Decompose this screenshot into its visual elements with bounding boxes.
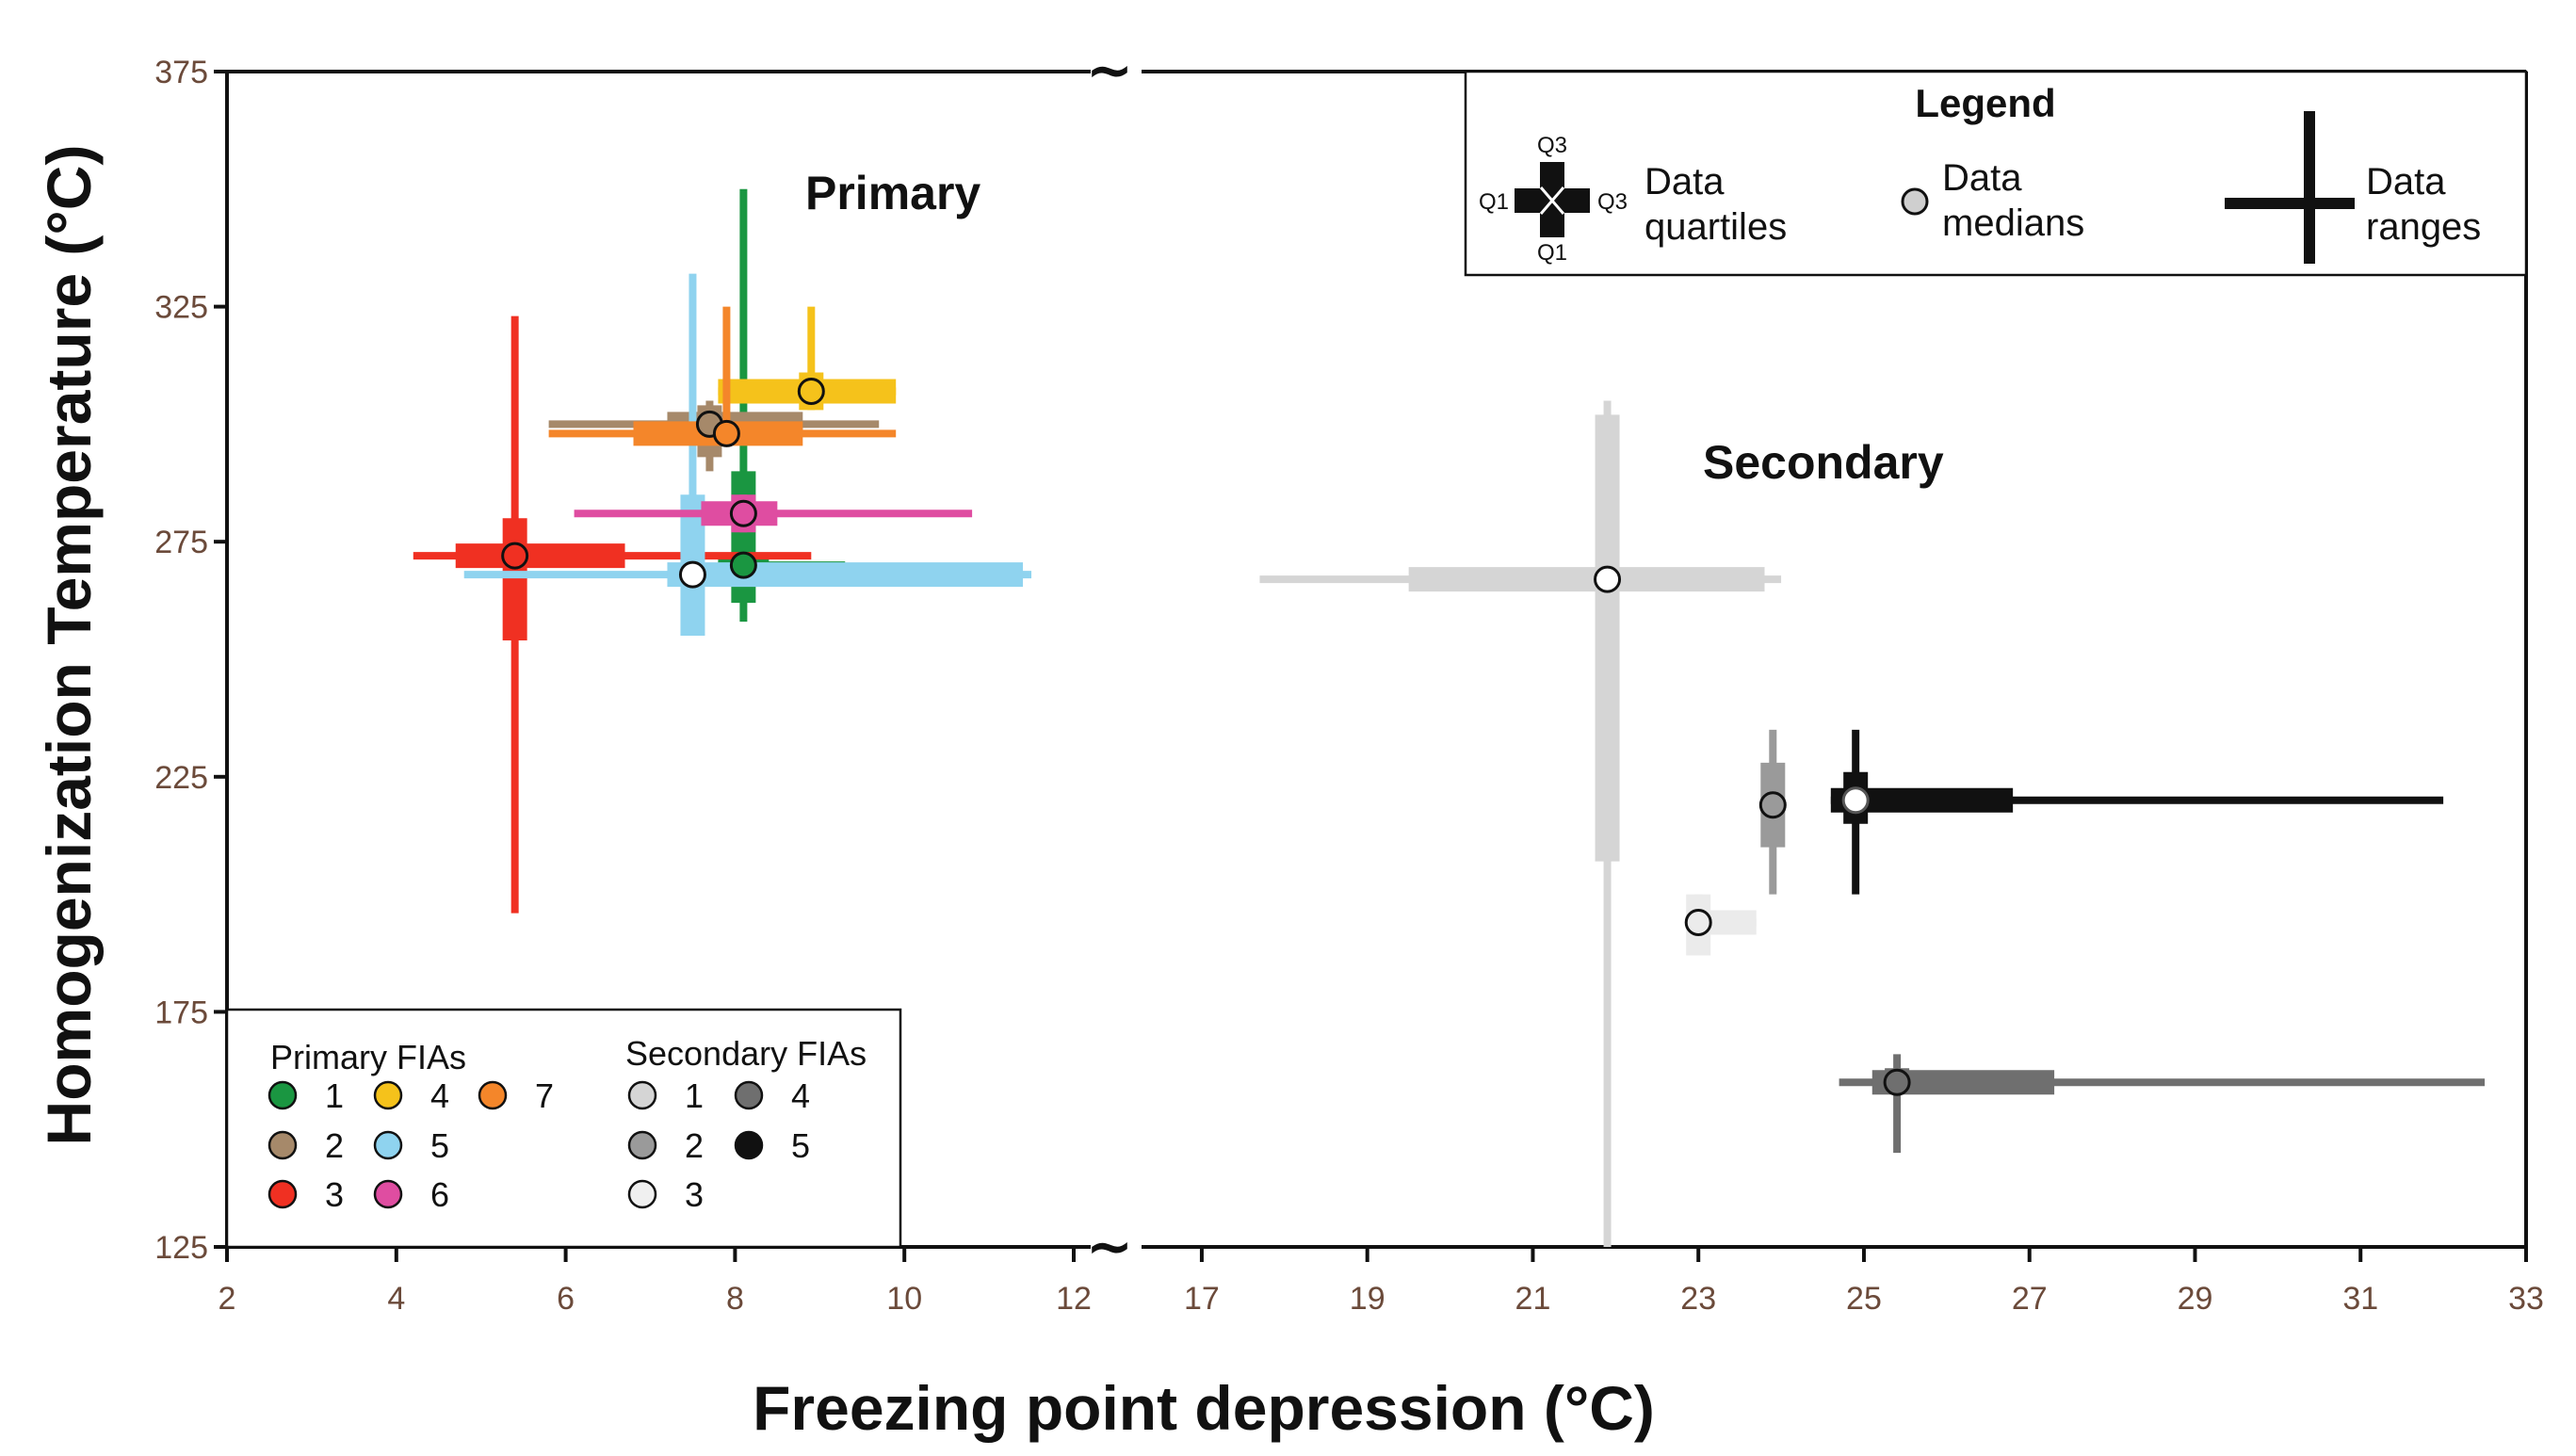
- main-legend: Legend Q3 Q1 Q3 Q1 Data quartiles Data m…: [1466, 72, 2526, 275]
- axis-break-bottom: ~: [1086, 1214, 1133, 1280]
- primary-fia-5-swatch: [375, 1132, 401, 1158]
- secondary-fia-2-label: 2: [685, 1126, 704, 1165]
- primary-fia-1-median: [731, 553, 755, 577]
- chart: 125175225275325375 2 4 6 8 10 12 17 19 21 23 25 27 2…: [0, 0, 2576, 1456]
- y-axis-title: Homogenization Temperature (°C): [34, 145, 104, 1146]
- x-tick-label: 12: [1056, 1281, 1092, 1317]
- primary-label: Primary: [805, 167, 980, 219]
- secondary-fia-4-label: 4: [791, 1076, 810, 1115]
- secondary-fia-5-label: 5: [791, 1126, 810, 1165]
- legend-quartiles-line1: Data: [1644, 161, 1725, 202]
- y-tick-label: 125: [154, 1230, 208, 1266]
- x-tick-label: 19: [1350, 1281, 1385, 1317]
- legend-title: Legend: [1915, 81, 2055, 125]
- y-tick-label: 325: [154, 290, 208, 326]
- y-tick-label: 275: [154, 525, 208, 560]
- primary-fia-4-swatch: [375, 1082, 401, 1108]
- quartile-label-bottom: Q1: [1537, 240, 1567, 266]
- secondary-fia-5: [1831, 730, 2443, 895]
- quartile-label-right: Q3: [1597, 189, 1628, 215]
- x-tick-label: 33: [2508, 1281, 2544, 1317]
- legend-medians-line2: medians: [1942, 202, 2084, 244]
- primary-fia-6-median: [731, 501, 755, 526]
- x-tick-label: 17: [1184, 1281, 1220, 1317]
- quartile-label-top: Q3: [1537, 133, 1567, 158]
- primary-fia-3-label: 3: [325, 1175, 344, 1214]
- fia-legend: Primary FIAs Secondary FIAs 1 4 7 2 5 3 6 1 4 2 5 3: [227, 1010, 900, 1247]
- x-tick-label: 27: [2012, 1281, 2048, 1317]
- x-tick-label: 25: [1846, 1281, 1882, 1317]
- primary-fia-7-swatch: [479, 1082, 506, 1108]
- primary-fia-2-swatch: [269, 1132, 296, 1158]
- primary-fia-3-swatch: [269, 1181, 296, 1207]
- x-tick-label: 2: [219, 1281, 236, 1317]
- legend-ranges-line1: Data: [2366, 161, 2446, 202]
- y-tick-label: 175: [154, 995, 208, 1030]
- x-axis-title: Freezing point depression (°C): [753, 1373, 1655, 1443]
- primary-fia-3: [413, 316, 812, 914]
- x-tick-label: 21: [1515, 1281, 1551, 1317]
- secondary-fia-3-median: [1686, 911, 1710, 935]
- primary-fia-1-swatch: [269, 1082, 296, 1108]
- primary-fia-5-label: 5: [430, 1126, 449, 1165]
- legend-quartiles-line2: quartiles: [1644, 206, 1787, 248]
- primary-fia-1-label: 1: [325, 1076, 344, 1115]
- primary-fia-3-median: [503, 543, 527, 568]
- secondary-fia-title: Secondary FIAs: [625, 1034, 867, 1073]
- secondary-fia-2-swatch: [629, 1132, 656, 1158]
- x-tick-label: 6: [557, 1281, 575, 1317]
- secondary-fia-1-label: 1: [685, 1076, 704, 1115]
- primary-fia-title: Primary FIAs: [270, 1038, 466, 1076]
- legend-ranges-line2: ranges: [2366, 206, 2481, 248]
- legend-medians-line1: Data: [1942, 157, 2022, 199]
- secondary-fia-4: [1839, 1054, 2485, 1153]
- x-axis-ticks: 2 4 6 8 10 12 17 19 21 23 25 27 29 31 33: [219, 1247, 2544, 1317]
- primary-fia-4-label: 4: [430, 1076, 449, 1115]
- y-axis-ticks: 125 175 225 275 325 375: [154, 55, 227, 1266]
- secondary-fia-1: [1259, 400, 1781, 1247]
- primary-fia-7-median: [714, 421, 738, 445]
- primary-fia-2-label: 2: [325, 1126, 344, 1165]
- primary-fia-4-median: [799, 379, 823, 403]
- secondary-fia-1-median: [1596, 567, 1620, 591]
- secondary-fia-5-swatch: [736, 1132, 762, 1158]
- secondary-fia-1-swatch: [629, 1082, 656, 1108]
- primary-fia-5-median: [680, 562, 705, 587]
- primary-fia-6-label: 6: [430, 1175, 449, 1214]
- x-tick-label: 23: [1680, 1281, 1716, 1317]
- secondary-fia-3-label: 3: [685, 1175, 704, 1214]
- primary-fia-6-swatch: [375, 1181, 401, 1207]
- secondary-fia-3-swatch: [629, 1181, 656, 1207]
- x-tick-label: 4: [387, 1281, 405, 1317]
- x-tick-label: 29: [2178, 1281, 2213, 1317]
- x-tick-label: 10: [886, 1281, 922, 1317]
- y-tick-label: 375: [154, 55, 208, 90]
- secondary-fia-4-median: [1885, 1070, 1909, 1094]
- secondary-fia-4-swatch: [736, 1082, 762, 1108]
- secondary-label: Secondary: [1703, 436, 1944, 489]
- median-circle-icon: [1903, 189, 1927, 214]
- primary-fia-5: [464, 274, 1031, 636]
- x-tick-label: 31: [2342, 1281, 2378, 1317]
- quartile-label-left: Q1: [1479, 189, 1509, 215]
- secondary-fia-5-median: [1843, 788, 1868, 813]
- primary-fia-7-label: 7: [535, 1076, 554, 1115]
- x-tick-label: 8: [726, 1281, 744, 1317]
- axis-break-top: ~: [1086, 38, 1133, 104]
- secondary-fia-2-median: [1760, 793, 1785, 817]
- primary-fia-6: [575, 494, 973, 532]
- y-tick-label: 225: [154, 760, 208, 796]
